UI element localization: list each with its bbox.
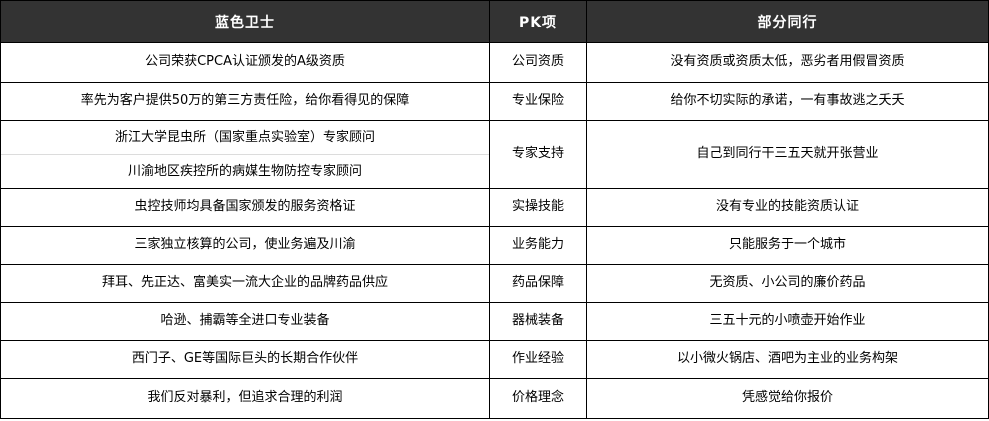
table-row: 拜耳、先正达、富美实一流大企业的品牌药品供应 药品保障 无资质、小公司的廉价药品 [0,264,989,303]
cell-them: 自己到同行干三五天就开张营业 [586,120,989,189]
cell-them: 没有资质或资质太低，恶劣者用假冒资质 [586,42,989,83]
cell-them: 无资质、小公司的廉价药品 [586,264,989,303]
cell-them: 凭感觉给你报价 [586,378,989,419]
cell-them: 给你不切实际的承诺，一有事故逃之夭夭 [586,82,989,121]
cell-pk-item: 价格理念 [489,378,587,419]
cell-them: 以小微火锅店、酒吧为主业的业务构架 [586,340,989,379]
cell-pk-item: 专业保险 [489,82,587,121]
table-body: 公司荣获CPCA认证颁发的A级资质 公司资质 没有资质或资质太低，恶劣者用假冒资… [0,42,989,419]
cell-them: 只能服务于一个城市 [586,226,989,265]
cell-them: 没有专业的技能资质认证 [586,188,989,227]
cell-us: 虫控技师均具备国家颁发的服务资格证 [0,188,490,227]
table-row: 率先为客户提供50万的第三方责任险，给你看得见的保障 专业保险 给你不切实际的承… [0,82,989,121]
header-cell-pk-item: PK项 [489,0,587,43]
table-row: 浙江大学昆虫所（国家重点实验室）专家顾问 川渝地区疾控所的病媒生物防控专家顾问 … [0,120,989,189]
cell-pk-item: 公司资质 [489,42,587,83]
cell-us-two-lines: 浙江大学昆虫所（国家重点实验室）专家顾问 川渝地区疾控所的病媒生物防控专家顾问 [0,120,490,189]
cell-pk-item: 业务能力 [489,226,587,265]
cell-us: 哈逊、捕霸等全进口专业装备 [0,302,490,341]
table-row: 公司荣获CPCA认证颁发的A级资质 公司资质 没有资质或资质太低，恶劣者用假冒资… [0,42,989,83]
cell-pk-item: 器械装备 [489,302,587,341]
cell-us: 西门子、GE等国际巨头的长期合作伙伴 [0,340,490,379]
cell-pk-item: 作业经验 [489,340,587,379]
cell-us-line-2: 川渝地区疾控所的病媒生物防控专家顾问 [127,164,362,179]
table-row: 虫控技师均具备国家颁发的服务资格证 实操技能 没有专业的技能资质认证 [0,188,989,227]
cell-pk-item: 实操技能 [489,188,587,227]
cell-pk-item: 专家支持 [489,120,587,189]
header-cell-peers: 部分同行 [586,0,989,43]
header-cell-us: 蓝色卫士 [0,0,490,43]
cell-pk-item: 药品保障 [489,264,587,303]
cell-us: 公司荣获CPCA认证颁发的A级资质 [0,42,490,83]
cell-us: 三家独立核算的公司，使业务遍及川渝 [0,226,490,265]
cell-us: 我们反对暴利，但追求合理的利润 [0,378,490,419]
table-row: 我们反对暴利，但追求合理的利润 价格理念 凭感觉给你报价 [0,378,989,419]
cell-us: 拜耳、先正达、富美实一流大企业的品牌药品供应 [0,264,490,303]
cell-them: 三五十元的小喷壶开始作业 [586,302,989,341]
table-row: 三家独立核算的公司，使业务遍及川渝 业务能力 只能服务于一个城市 [0,226,989,265]
header-row: 蓝色卫士 PK项 部分同行 [0,0,989,43]
cell-us-line-1: 浙江大学昆虫所（国家重点实验室）专家顾问 [1,121,489,155]
table-row: 西门子、GE等国际巨头的长期合作伙伴 作业经验 以小微火锅店、酒吧为主业的业务构… [0,340,989,379]
cell-us: 率先为客户提供50万的第三方责任险，给你看得见的保障 [0,82,490,121]
table-row: 哈逊、捕霸等全进口专业装备 器械装备 三五十元的小喷壶开始作业 [0,302,989,341]
table-header: 蓝色卫士 PK项 部分同行 [0,0,989,43]
